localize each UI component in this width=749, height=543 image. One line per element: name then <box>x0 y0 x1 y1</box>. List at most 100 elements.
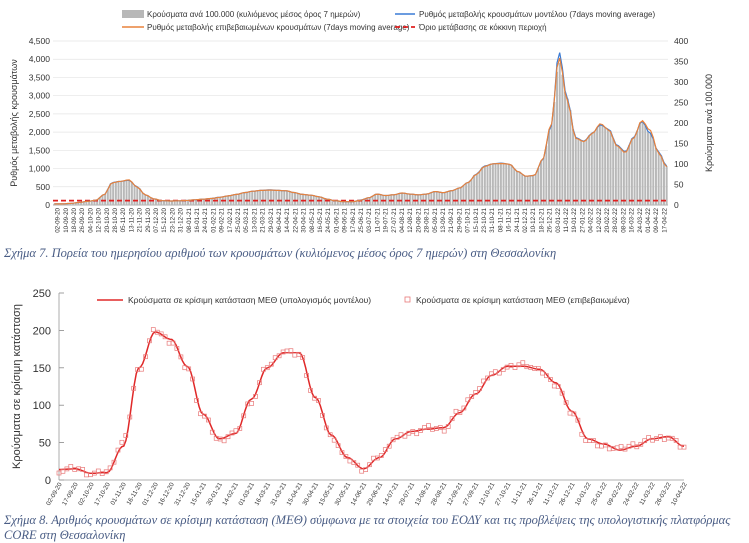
confirmed-marker <box>437 425 443 430</box>
bar <box>125 180 128 205</box>
confirmed-marker <box>634 444 640 450</box>
bar <box>598 125 601 205</box>
bar <box>181 200 184 205</box>
x-tick-label: 12-10-20 <box>96 207 103 232</box>
x-tick-label: 28-10-20 <box>112 207 119 232</box>
confirmed-marker <box>107 465 113 471</box>
y-tick-label: 0 <box>45 200 50 210</box>
bar <box>173 200 176 205</box>
bar <box>154 199 157 205</box>
confirmed-marker <box>221 438 227 444</box>
bar <box>342 201 345 205</box>
confirmed-marker <box>551 383 557 389</box>
confirmed-marker <box>335 443 341 448</box>
bar <box>184 200 187 205</box>
confirmed-marker <box>465 397 471 403</box>
bar <box>411 194 414 205</box>
confirmed-marker <box>139 366 144 372</box>
confirmed-marker <box>351 460 357 465</box>
confirmed-marker <box>257 380 262 386</box>
legend-label-bars: Κρούσματα ανά 100.000 (κυλιόμενος μέσος … <box>147 10 361 19</box>
legend: Κρούσματα ανά 100.000 (κυλιόμενος μέσος … <box>122 10 656 32</box>
x-tick-label: 29-11-20 <box>145 207 152 232</box>
bar <box>443 192 446 205</box>
bar <box>510 165 513 205</box>
bar <box>523 176 526 205</box>
confirmed-marker <box>394 434 400 440</box>
bar <box>288 191 291 205</box>
x-tick-label: 12-08-21 <box>407 207 414 232</box>
confirmed-marker <box>170 340 176 346</box>
confirmed-marker <box>681 444 687 450</box>
legend-label-threshold: Όριο μετάβασης σε κόκκινη περιοχή <box>418 23 547 32</box>
confirmed-marker <box>323 425 329 431</box>
bar <box>454 189 457 205</box>
confirmed-marker <box>485 375 490 381</box>
x-tick-label: 24-05-21 <box>325 207 332 232</box>
bar <box>561 74 564 205</box>
y2-tick-label: 400 <box>674 36 688 46</box>
bar <box>574 137 577 205</box>
bar <box>475 174 478 205</box>
bar <box>192 199 195 205</box>
icu-chart: 05010015020025002-09-2017-09-2002-10-201… <box>11 288 689 507</box>
bar <box>66 203 69 205</box>
bar <box>243 192 246 205</box>
y-tick-label: 4,500 <box>29 36 51 46</box>
x-tick-label: 24-11-21 <box>514 207 521 232</box>
x-tick-label: 19-07-21 <box>383 207 390 232</box>
x-tick-label: 13-09-21 <box>440 207 447 232</box>
bar <box>491 164 494 205</box>
bar <box>657 151 660 205</box>
bar <box>323 198 326 205</box>
bar <box>106 189 109 205</box>
x-tick-label: 18-12-21 <box>538 207 545 232</box>
legend: Κρούσματα σε κρίσιμη κατάσταση ΜΕΘ (υπολ… <box>97 295 630 305</box>
bar <box>387 195 390 205</box>
x-tick-label: 06-04-21 <box>276 207 283 232</box>
confirmed-marker <box>60 468 66 474</box>
bar <box>566 98 569 205</box>
bar <box>109 183 112 205</box>
bar <box>604 127 607 205</box>
bar <box>486 165 489 205</box>
confirmed-marker <box>241 413 247 419</box>
confirmed-marker <box>642 438 648 444</box>
bar <box>446 191 449 205</box>
confirmed-marker <box>68 464 74 469</box>
bar <box>422 194 425 205</box>
bar <box>152 198 155 205</box>
confirmed-marker <box>367 462 372 468</box>
bar <box>96 199 99 205</box>
bar <box>638 123 641 205</box>
legend-label-confirmed: Κρούσματα σε κρίσιμη κατάσταση ΜΕΘ (επιβ… <box>416 295 630 305</box>
bar <box>497 163 500 205</box>
confirmed-marker <box>331 437 337 443</box>
bar <box>171 200 173 205</box>
confirmed-marker <box>540 370 545 376</box>
confirmed-marker <box>237 426 243 431</box>
bar <box>617 146 620 205</box>
bar <box>235 194 238 205</box>
bar <box>336 201 339 205</box>
y-axis-title: Ρυθμός μεταβολής κρουσμάτων <box>9 59 19 187</box>
x-tick-label: 20-02-22 <box>604 207 611 232</box>
x-tick-label: 17-04-22 <box>661 207 668 232</box>
bar <box>652 139 655 205</box>
confirmed-marker <box>473 390 479 395</box>
bar <box>665 166 668 205</box>
x-tick-label: 23-12-20 <box>169 207 176 232</box>
x-tick-label: 07-12-20 <box>153 207 160 232</box>
confirmed-marker <box>339 450 345 455</box>
bar <box>179 200 181 205</box>
bar <box>264 190 267 205</box>
y-tick-label: 200 <box>33 325 51 337</box>
bar <box>283 190 286 205</box>
x-tick-label: 23-10-21 <box>481 207 488 232</box>
bar <box>593 131 596 205</box>
y-tick-label: 100 <box>33 400 51 412</box>
bar <box>654 148 657 205</box>
bar <box>360 199 363 205</box>
bar <box>69 203 72 205</box>
x-tick-label: 14-04-21 <box>284 207 291 232</box>
